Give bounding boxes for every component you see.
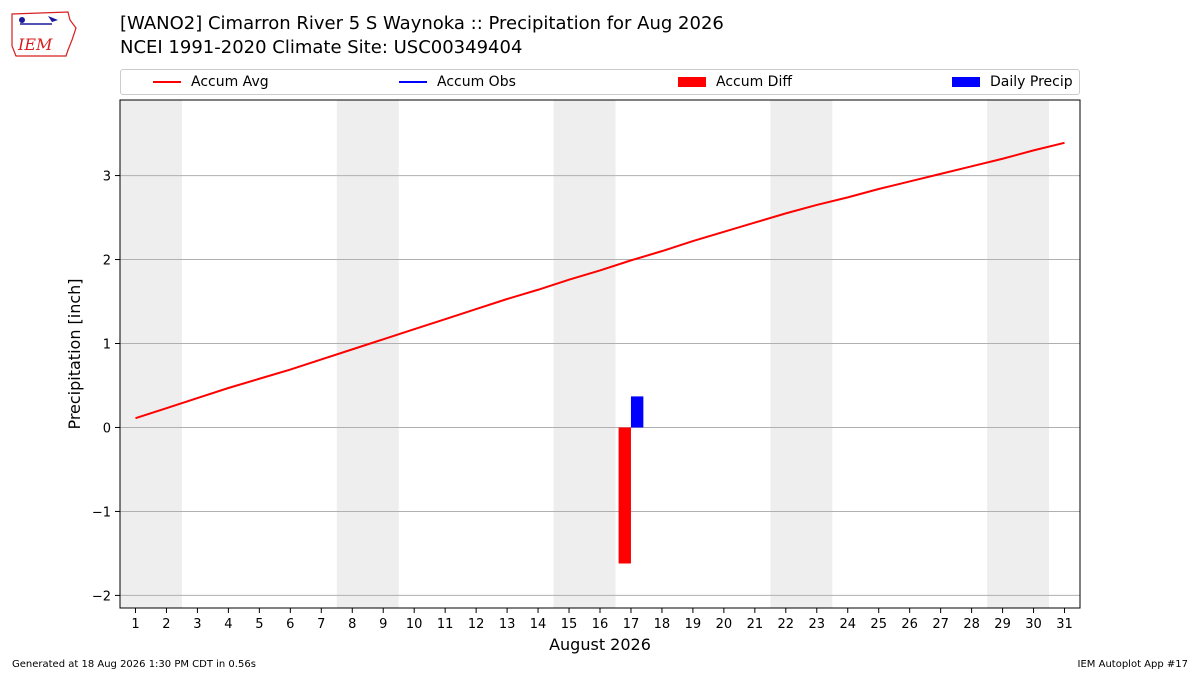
x-tick-label: 11: [437, 617, 454, 632]
x-tick-label: 2: [162, 617, 170, 632]
weekend-band-2: [336, 100, 399, 608]
logo-vane: [48, 16, 58, 22]
legend-item-accum-avg: Accum Avg: [153, 70, 269, 94]
x-tick-label: 7: [317, 617, 325, 632]
logo-dot: [19, 17, 25, 23]
chart-title: [WANO2] Cimarron River 5 S Waynoka :: Pr…: [120, 13, 724, 34]
legend: Accum Avg Accum Obs Accum Diff Daily Pre…: [120, 69, 1080, 95]
x-tick-label: 3: [193, 617, 201, 632]
legend-swatch-accum-avg: [153, 81, 181, 83]
x-tick-label: 19: [685, 617, 702, 632]
legend-swatch-accum-obs: [399, 81, 427, 83]
x-tick-label: 15: [561, 617, 578, 632]
x-tick-label: 30: [1025, 617, 1042, 632]
x-tick-label: 22: [778, 617, 795, 632]
legend-item-daily-precip: Daily Precip: [952, 70, 1073, 94]
y-tick-label: 1: [103, 338, 111, 353]
footer-app: IEM Autoplot App #17: [1077, 659, 1188, 670]
legend-label-daily-precip: Daily Precip: [990, 74, 1073, 90]
legend-label-accum-diff: Accum Diff: [716, 74, 793, 90]
legend-label-accum-obs: Accum Obs: [437, 74, 516, 90]
logo-text: IEM: [17, 35, 53, 54]
weekend-band-4: [770, 100, 833, 608]
x-tick-label: 12: [468, 617, 485, 632]
x-axis-label: August 2026: [549, 635, 651, 654]
bar-accum-diff: [618, 427, 631, 564]
weekend-band-3: [553, 100, 616, 608]
weekend-band-1: [120, 100, 182, 608]
y-tick-label: 2: [103, 254, 111, 269]
bar-daily-precip: [630, 396, 644, 428]
x-tick-label: 26: [901, 617, 918, 632]
y-axis-label: Precipitation [inch]: [65, 278, 84, 429]
legend-swatch-accum-diff: [678, 77, 706, 87]
x-tick-label: 31: [1056, 617, 1073, 632]
series-line-accum-avg: [135, 141, 1065, 420]
x-tick-label: 18: [654, 617, 671, 632]
x-tick-label: 17: [623, 617, 640, 632]
x-tick-label: 4: [224, 617, 232, 632]
iowa-outline: [11, 11, 77, 57]
x-tick-label: 9: [379, 617, 387, 632]
weekend-band-5: [987, 100, 1050, 608]
y-tick-label: 3: [103, 170, 111, 185]
x-tick-label: 28: [963, 617, 980, 632]
x-tick-label: 20: [716, 617, 733, 632]
x-tick-label: 5: [255, 617, 263, 632]
y-tick-label: 0: [103, 421, 111, 436]
x-tick-label: 23: [809, 617, 826, 632]
x-tick-label: 27: [932, 617, 949, 632]
x-tick-label: 6: [286, 617, 294, 632]
x-tick-label: 21: [747, 617, 764, 632]
x-tick-label: 8: [348, 617, 356, 632]
y-tick-label: −2: [92, 589, 111, 604]
x-tick-label: 10: [406, 617, 423, 632]
x-tick-label: 16: [592, 617, 609, 632]
x-tick-label: 13: [499, 617, 516, 632]
y-tick-label: −1: [92, 505, 111, 520]
x-tick-label: 14: [530, 617, 547, 632]
x-tick-label: 29: [994, 617, 1011, 632]
legend-label-accum-avg: Accum Avg: [191, 74, 269, 90]
iem-logo: IEM: [11, 11, 77, 57]
legend-item-accum-diff: Accum Diff: [678, 70, 792, 94]
chart-subtitle: NCEI 1991-2020 Climate Site: USC00349404: [120, 37, 523, 58]
legend-item-accum-obs: Accum Obs: [399, 70, 516, 94]
x-tick-label: 25: [870, 617, 887, 632]
footer-generated: Generated at 18 Aug 2026 1:30 PM CDT in …: [12, 659, 256, 670]
legend-swatch-daily-precip: [952, 77, 980, 87]
x-tick-label: 24: [839, 617, 856, 632]
x-tick-label: 1: [131, 617, 139, 632]
